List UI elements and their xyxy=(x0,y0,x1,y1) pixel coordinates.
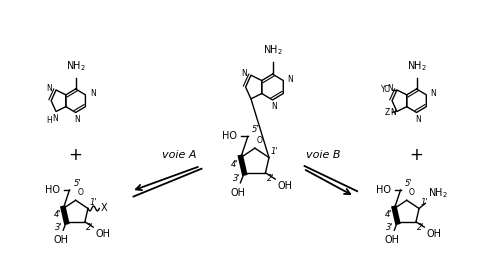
Text: O: O xyxy=(257,136,262,145)
Text: NH$_2$: NH$_2$ xyxy=(407,60,427,73)
Text: 3': 3' xyxy=(233,174,241,183)
Text: NH$_2$: NH$_2$ xyxy=(262,43,282,57)
Text: N: N xyxy=(90,89,96,98)
Text: 1': 1' xyxy=(89,198,97,207)
Text: OH: OH xyxy=(426,229,441,239)
Text: N: N xyxy=(387,84,393,93)
Text: N: N xyxy=(74,115,80,124)
Text: 1': 1' xyxy=(270,147,278,156)
Text: 3': 3' xyxy=(55,223,62,232)
Text: 5': 5' xyxy=(73,179,81,188)
Text: N: N xyxy=(390,108,396,117)
Text: OH: OH xyxy=(277,181,292,191)
Text: 2': 2' xyxy=(86,223,94,232)
Text: O: O xyxy=(409,188,415,197)
Text: +: + xyxy=(69,146,82,164)
Text: NH$_2$: NH$_2$ xyxy=(428,187,448,200)
Text: N: N xyxy=(431,89,437,98)
Text: 1': 1' xyxy=(420,198,428,207)
Text: N: N xyxy=(271,102,277,111)
Text: 2': 2' xyxy=(266,174,274,183)
Text: OH: OH xyxy=(95,229,110,239)
Text: NH$_2$: NH$_2$ xyxy=(66,60,85,73)
Text: voie A: voie A xyxy=(162,150,197,160)
Text: 5': 5' xyxy=(252,125,259,134)
Text: HO: HO xyxy=(222,131,237,141)
Text: HO: HO xyxy=(376,185,391,195)
Text: OH: OH xyxy=(231,188,246,198)
Text: OH: OH xyxy=(54,235,69,245)
Text: voie B: voie B xyxy=(306,150,341,160)
Text: 5': 5' xyxy=(405,179,412,188)
Text: 4': 4' xyxy=(231,159,239,169)
Text: YC: YC xyxy=(381,85,390,94)
Text: N: N xyxy=(241,69,247,78)
Text: H: H xyxy=(46,116,52,125)
Text: Z: Z xyxy=(385,108,390,117)
Text: OH: OH xyxy=(385,235,400,245)
Text: 4': 4' xyxy=(54,211,61,220)
Text: HO: HO xyxy=(45,185,60,195)
Text: O: O xyxy=(77,188,83,197)
Text: +: + xyxy=(410,146,424,164)
Text: N: N xyxy=(52,114,57,123)
Text: 3': 3' xyxy=(386,223,394,232)
Text: N: N xyxy=(288,75,293,84)
Text: N: N xyxy=(46,84,51,93)
Text: 4': 4' xyxy=(385,211,392,220)
Text: 2': 2' xyxy=(417,223,425,232)
Text: X: X xyxy=(100,203,107,214)
Text: N: N xyxy=(415,115,421,124)
